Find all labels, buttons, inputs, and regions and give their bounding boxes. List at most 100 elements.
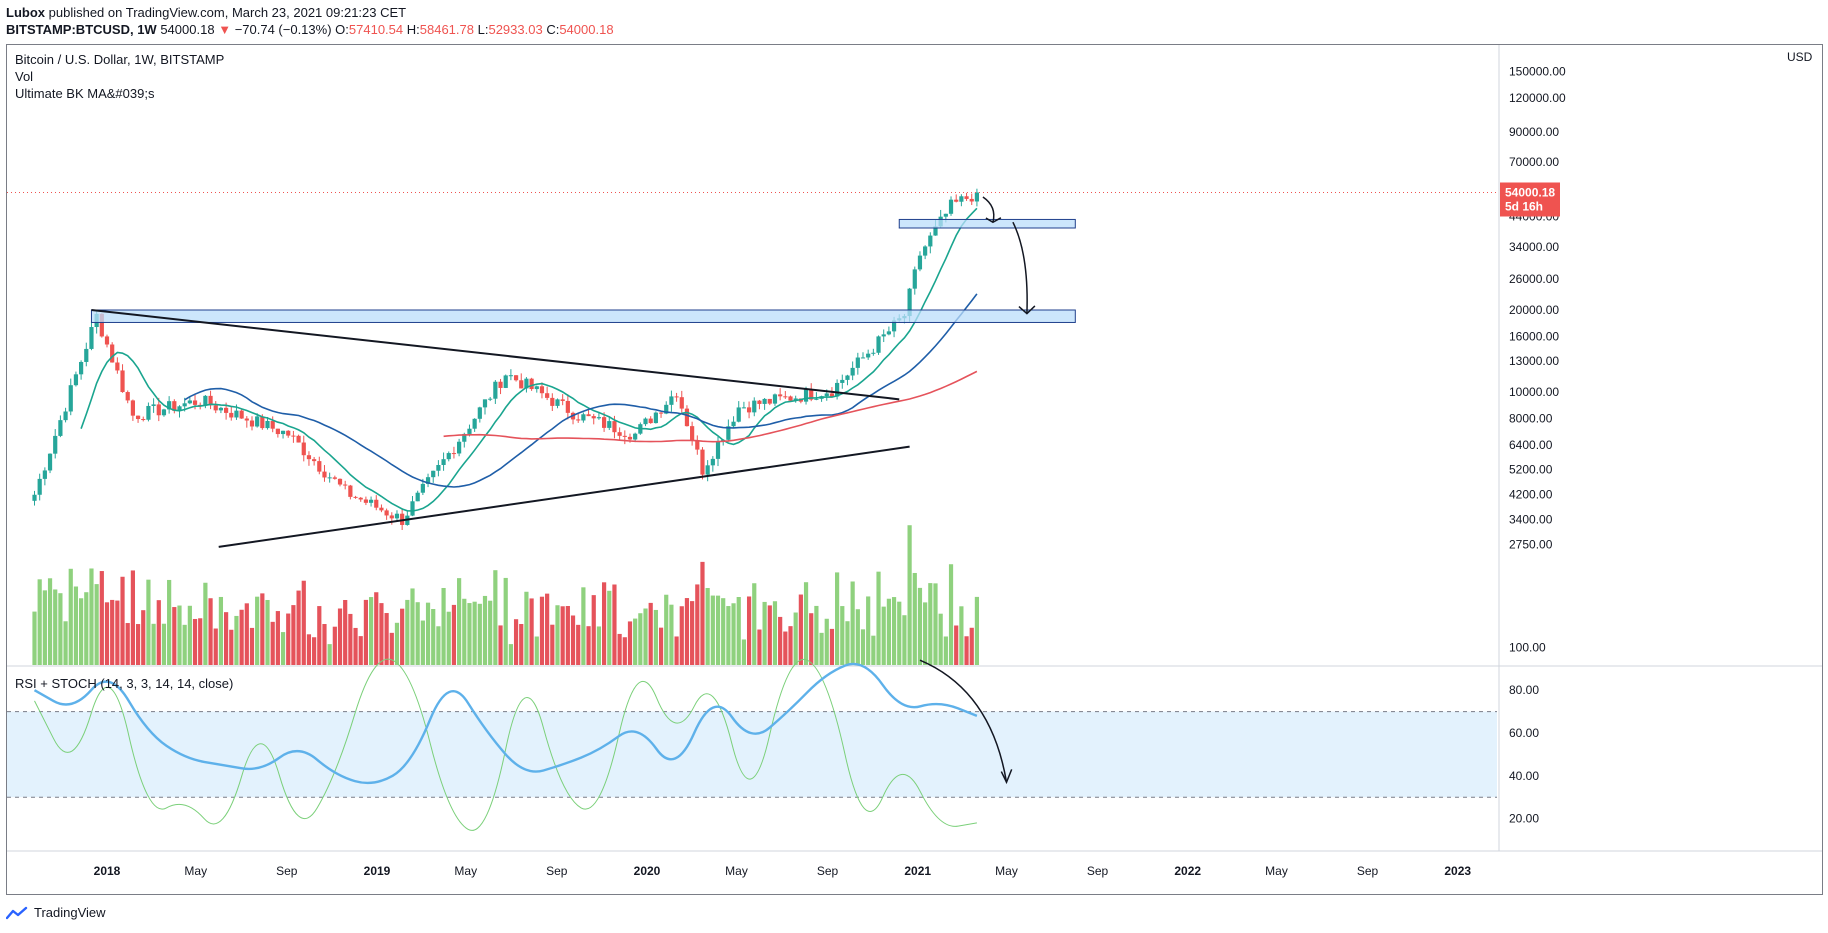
candle-body [431, 470, 436, 478]
volume-bar [824, 618, 829, 665]
volume-bar [897, 601, 902, 665]
price-axis-unit: USD [1787, 50, 1813, 64]
candle-body [58, 420, 63, 436]
candle-body [436, 464, 441, 471]
volume-bar [493, 570, 498, 665]
last-price-countdown: 5d 16h [1505, 199, 1543, 213]
candle-body [757, 400, 762, 404]
time-tick-label: Sep [276, 864, 298, 878]
volume-bar [58, 593, 63, 665]
candle-body [524, 378, 529, 389]
legend-title[interactable]: Bitcoin / U.S. Dollar, 1W, BITSTAMP [15, 52, 225, 67]
volume-bar [741, 639, 747, 665]
volume-bar [762, 601, 767, 665]
footer-brand[interactable]: TradingView [6, 905, 106, 920]
volume-bar [156, 600, 161, 665]
candle-body [933, 226, 938, 236]
volume-bar [954, 625, 959, 665]
volume-bar [845, 621, 850, 665]
time-tick-label: 2022 [1174, 864, 1201, 878]
candle-body [312, 459, 317, 462]
volume-bar [798, 594, 803, 665]
candle-body [229, 412, 234, 418]
volume-bar [229, 629, 234, 665]
candle-body [420, 483, 425, 493]
volume-bar [203, 582, 208, 665]
price-tick-label: 150000.00 [1509, 65, 1566, 79]
candle-body [161, 409, 167, 416]
volume-bar [902, 615, 907, 665]
candle-body [767, 398, 772, 404]
chart-canvas[interactable]: 150000.00120000.0090000.0070000.0044000.… [7, 45, 1822, 894]
candle-body [871, 352, 876, 354]
volume-bar [803, 582, 809, 665]
osc-tick-label: 60.00 [1509, 726, 1539, 740]
volume-bar [446, 611, 451, 665]
chart-frame[interactable]: 150000.00 120000.00 90000.00 70000.00 44000.… [6, 44, 1823, 895]
legend-oscillator[interactable]: RSI + STOCH (14, 3, 3, 14, 14, close) [15, 676, 234, 691]
candle-body [690, 426, 695, 441]
volume-bar [550, 624, 555, 665]
candle-body [845, 375, 850, 380]
volume-bar [498, 625, 503, 665]
volume-bar [79, 598, 84, 665]
candle-body [612, 421, 617, 433]
volume-bar [793, 612, 798, 665]
open-value: 57410.54 [348, 22, 404, 37]
candle-body [974, 192, 980, 202]
volume-bar [255, 596, 260, 665]
volume-bar [218, 596, 224, 665]
trendline-ascending [218, 445, 910, 548]
volume-bar [400, 608, 405, 665]
volume-bar [835, 572, 840, 665]
candle-body [519, 380, 524, 389]
volume-bar [612, 584, 617, 665]
volume-bar [959, 606, 964, 665]
volume-bar [519, 623, 524, 665]
volume-bar [420, 620, 425, 665]
volume-bar [591, 595, 596, 665]
candle-body [368, 499, 374, 503]
candle-body [778, 394, 783, 397]
volume-bar [192, 618, 198, 665]
legend-ma[interactable]: Ultimate BK MA&#039;s [15, 86, 155, 101]
candle-body [948, 199, 954, 214]
close-value: 54000.18 [559, 22, 614, 37]
volume-bar [53, 589, 58, 665]
volume-bar [37, 579, 42, 665]
volume-bar [933, 583, 938, 665]
candle-body [824, 393, 829, 397]
candle-body [425, 477, 431, 484]
candle-body [317, 461, 322, 472]
candle-body [633, 433, 638, 440]
time-tick-label: 2018 [94, 864, 121, 878]
candle-body [866, 353, 871, 358]
candle-body [172, 401, 177, 411]
author[interactable]: Lubox [6, 5, 45, 20]
volume-bar [772, 601, 778, 665]
volume-bar [270, 621, 275, 665]
candle-body [389, 515, 394, 519]
candle-body [110, 344, 115, 363]
symbol[interactable]: BITSTAMP:BTCUSD, 1W [6, 22, 157, 37]
volume-bar [322, 624, 327, 665]
volume-bar [312, 637, 317, 665]
volume-bar [524, 591, 529, 665]
volume-bar [472, 601, 477, 665]
candle-body [446, 453, 451, 460]
volume-bar [721, 598, 726, 665]
candle-body [47, 453, 53, 471]
volume-bar [622, 637, 627, 665]
candle-body [192, 400, 198, 405]
legend-vol[interactable]: Vol [15, 69, 34, 84]
candle-body [177, 406, 182, 411]
candle-body [379, 507, 384, 511]
candle-body [555, 399, 560, 406]
volume-bar [337, 608, 343, 665]
candle-body [146, 405, 151, 420]
candle-body [591, 416, 596, 419]
candle-body [954, 199, 959, 202]
candles-group [32, 188, 980, 530]
candle-body [104, 336, 110, 345]
volume-bar [581, 587, 586, 665]
